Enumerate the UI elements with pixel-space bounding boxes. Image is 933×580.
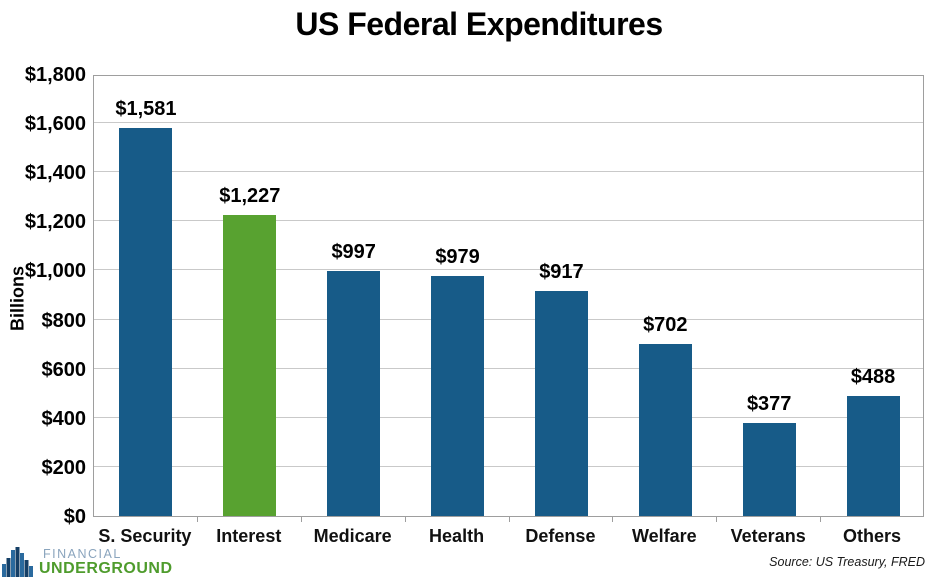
bar-health	[431, 275, 485, 516]
y-tick-label: $1,400	[24, 162, 86, 185]
x-tick-mark	[612, 517, 614, 522]
logo-underground-text: UNDERGROUND	[39, 560, 173, 577]
x-category-label: Welfare	[631, 526, 697, 546]
gridline	[94, 367, 923, 369]
bar-value-label: $1,227	[219, 184, 281, 207]
source-attribution: Source: US Treasury, FRED	[769, 555, 925, 569]
bar-value-label: $377	[746, 393, 792, 416]
bar-value-label: $979	[435, 245, 480, 268]
x-tick-mark	[196, 517, 198, 522]
x-category-label: Others	[843, 526, 902, 546]
brand-logo-text: FINANCIAL UNDERGROUND	[39, 546, 173, 578]
bar-medicare	[327, 271, 381, 516]
x-tick-mark	[716, 517, 718, 522]
y-tick-label: $0	[63, 506, 86, 528]
skyline-logo-icon	[2, 547, 33, 577]
gridline	[94, 318, 923, 320]
x-tick-mark	[300, 517, 302, 522]
plot-area: $1,581 $1,227 $997 $979 $917 $702 $377 $488	[93, 75, 924, 517]
bar-value-label: $702	[643, 313, 688, 336]
bar-others	[846, 396, 900, 516]
gridline	[94, 220, 923, 222]
x-tick-mark	[404, 517, 406, 522]
x-category-label: Medicare	[313, 526, 392, 546]
bar-veterans	[742, 423, 796, 516]
x-tick-mark	[508, 517, 510, 522]
y-tick-label: $400	[41, 407, 87, 430]
gridline	[94, 465, 923, 467]
x-category-label: Health	[429, 526, 485, 546]
y-tick-label: $1,000	[24, 260, 86, 283]
y-tick-label: $800	[41, 309, 87, 332]
y-tick-label: $1,800	[24, 64, 86, 86]
bar-interest	[223, 214, 277, 516]
x-category-label: Veterans	[730, 526, 806, 546]
y-tick-label: $1,600	[24, 113, 86, 136]
x-category-label: Defense	[525, 526, 596, 546]
logo-financial-text: FINANCIAL	[43, 546, 122, 561]
bar-value-label: $917	[539, 260, 584, 283]
gridline	[94, 416, 923, 418]
brand-logo: FINANCIAL UNDERGROUND	[2, 546, 173, 577]
x-category-label: S. Security	[98, 526, 192, 546]
y-tick-label: $200	[41, 456, 87, 479]
gridline	[94, 171, 923, 173]
y-tick-label: $1,200	[24, 211, 86, 234]
gridline	[94, 269, 923, 271]
chart-title: US Federal Expenditures	[295, 6, 663, 42]
bar-value-label: $1,581	[115, 97, 177, 120]
y-tick-label: $600	[41, 358, 87, 381]
bar-welfare	[638, 343, 692, 516]
bar-value-label: $488	[850, 366, 896, 389]
bar-value-label: $997	[331, 241, 376, 264]
x-category-label: Interest	[216, 526, 282, 546]
gridline	[94, 122, 923, 124]
x-tick-mark	[820, 517, 822, 522]
bar-defense	[534, 290, 588, 516]
bar-s-security	[119, 127, 173, 516]
